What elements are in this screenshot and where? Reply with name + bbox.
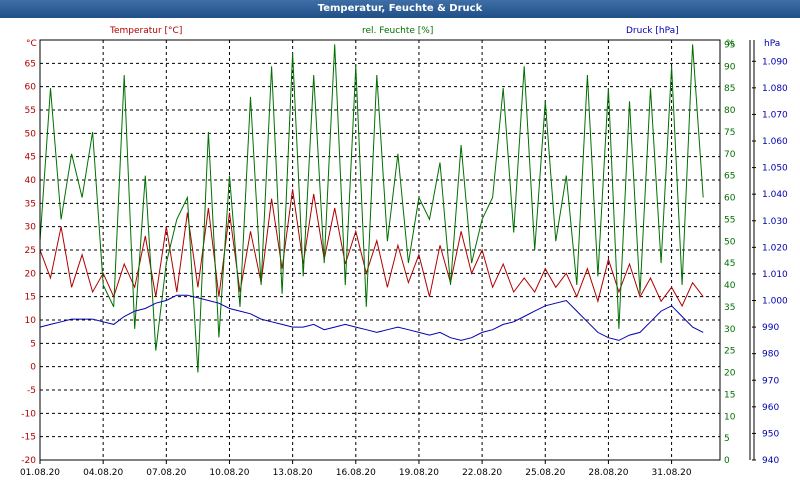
- x-tick-label: 04.08.20: [83, 468, 123, 478]
- temperature-tick-label: 65: [25, 59, 36, 69]
- humidity-unit-label: %: [726, 39, 735, 49]
- temperature-tick-label: 50: [25, 129, 37, 139]
- x-tick-label: 22.08.20: [462, 468, 502, 478]
- x-tick-label: 25.08.20: [525, 468, 565, 478]
- humidity-tick-label: 40: [724, 281, 736, 291]
- humidity-tick-label: 50: [724, 237, 736, 247]
- temperature-tick-label: 45: [25, 153, 36, 163]
- temperature-series-line: [39, 189, 704, 308]
- pressure-tick-label: 1.020: [762, 243, 788, 253]
- plot-frame: [39, 39, 721, 461]
- pressure-tick-label: 990: [762, 323, 779, 333]
- pressure-tick-label: 960: [762, 403, 779, 413]
- pressure-unit-label: hPa: [764, 39, 780, 49]
- pressure-axis-title: Druck [hPa]: [626, 26, 679, 36]
- pressure-tick-label: 1.000: [762, 297, 788, 307]
- series-lines: [39, 44, 704, 373]
- pressure-tick-label: 1.040: [762, 190, 788, 200]
- humidity-tick-label: 60: [724, 194, 736, 204]
- pressure-tick-label: 970: [762, 376, 779, 386]
- pressure-tick-label: 1.070: [762, 110, 788, 120]
- humidity-tick-label: 0: [724, 456, 730, 466]
- x-tick-label: 16.08.20: [336, 468, 376, 478]
- pressure-tick-label: 940: [762, 456, 779, 466]
- temperature-unit-label: °C: [26, 39, 37, 49]
- x-tick-label: 01.08.20: [20, 468, 60, 478]
- temperature-tick-label: 35: [25, 199, 36, 209]
- humidity-tick-label: 20: [724, 369, 736, 379]
- humidity-tick-label: 90: [724, 62, 736, 72]
- temperature-tick-label: 0: [30, 363, 36, 373]
- temperature-tick-label: 40: [25, 176, 37, 186]
- humidity-tick-label: 95: [724, 40, 735, 50]
- chart-area: °C Temperatur [°C] rel. Feuchte [%] Druc…: [20, 26, 788, 478]
- temperature-tick-label: 25: [25, 246, 36, 256]
- temperature-tick-label: 55: [25, 106, 36, 116]
- humidity-tick-label: 65: [724, 172, 735, 182]
- pressure-tick-label: 1.030: [762, 217, 788, 227]
- x-tick-label: 13.08.20: [273, 468, 313, 478]
- humidity-tick-label: 35: [724, 303, 735, 313]
- humidity-tick-label: 10: [724, 412, 736, 422]
- humidity-tick-label: 55: [724, 215, 735, 225]
- x-tick-label: 31.08.20: [652, 468, 692, 478]
- x-tick-label: 07.08.20: [146, 468, 186, 478]
- temperature-tick-label: 60: [25, 83, 37, 93]
- humidity-tick-label: 25: [724, 347, 735, 357]
- pressure-tick-label: 1.010: [762, 270, 788, 280]
- temperature-tick-label: 30: [25, 223, 37, 233]
- humidity-tick-label: 75: [724, 128, 735, 138]
- temperature-axis-title: Temperatur [°C]: [109, 26, 182, 36]
- temperature-tick-label: 10: [25, 316, 37, 326]
- axis-ticks: -20-15-10-50510152025303540455055606501.…: [20, 40, 788, 478]
- temperature-tick-label: 20: [25, 269, 37, 279]
- chart-title: Temperatur, Feuchte & Druck: [0, 0, 800, 18]
- pressure-tick-label: 1.060: [762, 137, 788, 147]
- humidity-series-line: [39, 44, 704, 373]
- temperature-tick-label: -10: [21, 409, 36, 419]
- humidity-tick-label: 80: [724, 106, 736, 116]
- temperature-tick-label: 5: [30, 339, 36, 349]
- humidity-tick-label: 30: [724, 325, 736, 335]
- humidity-tick-label: 5: [724, 434, 730, 444]
- humidity-tick-label: 45: [724, 259, 735, 269]
- pressure-tick-label: 1.050: [762, 164, 788, 174]
- x-tick-label: 28.08.20: [588, 468, 628, 478]
- temperature-tick-label: 15: [25, 293, 36, 303]
- pressure-tick-label: 1.090: [762, 57, 788, 67]
- humidity-axis-title: rel. Feuchte [%]: [362, 26, 433, 36]
- humidity-tick-label: 70: [724, 150, 736, 160]
- pressure-series-line: [39, 294, 704, 341]
- humidity-tick-label: 85: [724, 84, 735, 94]
- humidity-tick-label: 15: [724, 390, 735, 400]
- pressure-tick-label: 1.080: [762, 84, 788, 94]
- pressure-tick-label: 950: [762, 429, 779, 439]
- temperature-tick-label: -20: [21, 456, 36, 466]
- temperature-tick-label: -5: [27, 386, 36, 396]
- x-tick-label: 19.08.20: [399, 468, 439, 478]
- x-tick-label: 10.08.20: [209, 468, 249, 478]
- pressure-tick-label: 980: [762, 350, 779, 360]
- temperature-tick-label: -15: [21, 433, 36, 443]
